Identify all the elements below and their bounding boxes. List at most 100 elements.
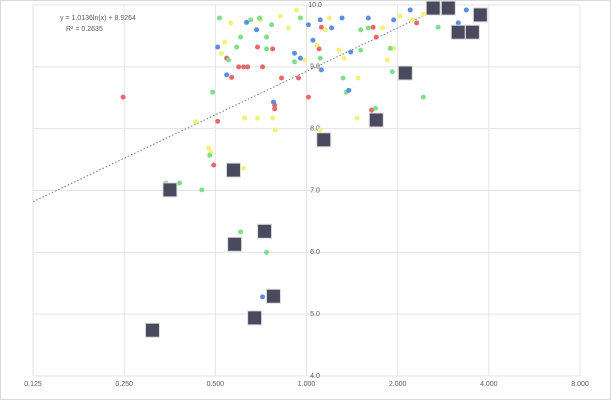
y-tick-label: 7.0: [310, 187, 320, 194]
point: [269, 22, 275, 28]
point: [222, 39, 228, 45]
point: [272, 127, 278, 133]
avatar-marker: [162, 182, 178, 198]
point: [292, 59, 298, 65]
point: [340, 75, 346, 81]
point: [199, 187, 205, 193]
point: [420, 11, 426, 17]
avatar-marker: [316, 132, 332, 148]
point: [238, 34, 244, 40]
point: [270, 115, 276, 121]
point: [317, 17, 323, 23]
point: [310, 37, 316, 43]
x-tick-label: 0.500: [207, 381, 225, 388]
point: [379, 25, 385, 31]
x-tick-label: 0.250: [115, 381, 133, 388]
x-tick-label: 4.000: [480, 381, 498, 388]
point: [317, 55, 323, 61]
x-tick-label: 1.000: [298, 381, 316, 388]
point: [260, 294, 266, 300]
point: [389, 69, 395, 75]
x-tick-label: 0.125: [24, 381, 42, 388]
x-tick-label: 8.000: [571, 381, 589, 388]
point: [391, 45, 397, 51]
avatar-marker: [440, 0, 456, 16]
point: [370, 24, 376, 30]
point: [192, 119, 198, 125]
point: [257, 15, 263, 21]
point: [297, 15, 303, 21]
point: [248, 17, 254, 23]
y-tick-label: 6.0: [310, 249, 320, 256]
point: [397, 13, 403, 19]
point: [120, 94, 126, 100]
point: [329, 25, 335, 31]
trend-equation: y = 1.0136ln(x) + 8.9264: [60, 15, 136, 22]
point: [224, 72, 230, 78]
point: [354, 115, 360, 121]
point: [348, 49, 354, 55]
point: [229, 74, 235, 80]
point: [463, 7, 469, 13]
point: [358, 47, 364, 53]
point: [238, 229, 244, 235]
avatar-marker: [450, 24, 466, 40]
point: [215, 118, 221, 124]
point: [297, 55, 303, 61]
point: [326, 15, 332, 21]
point: [241, 64, 247, 70]
point: [236, 64, 242, 70]
point: [322, 27, 328, 33]
point: [346, 87, 352, 93]
point: [355, 75, 361, 81]
point: [391, 17, 397, 23]
point: [226, 57, 232, 63]
trend-r2: R² = 0.2635: [66, 26, 103, 33]
point: [211, 162, 217, 168]
point: [245, 64, 251, 70]
avatar-marker: [227, 236, 243, 252]
point: [242, 115, 248, 121]
point: [215, 44, 221, 50]
point: [255, 115, 261, 121]
point: [455, 20, 461, 26]
point: [420, 94, 426, 100]
point: [216, 15, 222, 21]
point: [241, 165, 247, 171]
point: [318, 24, 324, 30]
point: [234, 44, 240, 50]
point: [292, 50, 298, 56]
avatar-marker: [472, 7, 488, 23]
point: [302, 57, 308, 63]
point: [264, 34, 270, 40]
avatar-marker: [464, 24, 480, 40]
point: [414, 20, 420, 26]
point: [285, 25, 291, 31]
point: [358, 27, 364, 33]
point: [270, 46, 276, 52]
y-tick-label: 8.0: [310, 126, 320, 133]
point: [272, 106, 278, 112]
point: [373, 105, 379, 111]
point: [341, 55, 347, 61]
point: [279, 75, 285, 81]
point: [387, 45, 393, 51]
y-tick-label: 4.0: [310, 373, 320, 380]
y-tick-label: 10.0: [308, 2, 322, 9]
point: [264, 249, 270, 255]
point: [294, 7, 300, 13]
point: [270, 99, 276, 105]
avatar-marker: [257, 223, 273, 239]
point: [305, 22, 311, 28]
point: [365, 25, 371, 31]
point: [210, 89, 216, 95]
avatar-marker: [225, 162, 241, 178]
point: [264, 46, 270, 52]
point: [218, 50, 224, 56]
avatar-marker: [265, 288, 281, 304]
point: [410, 17, 416, 23]
point: [336, 47, 342, 53]
point: [228, 20, 234, 26]
avatar-marker: [368, 112, 384, 128]
point: [318, 67, 324, 73]
